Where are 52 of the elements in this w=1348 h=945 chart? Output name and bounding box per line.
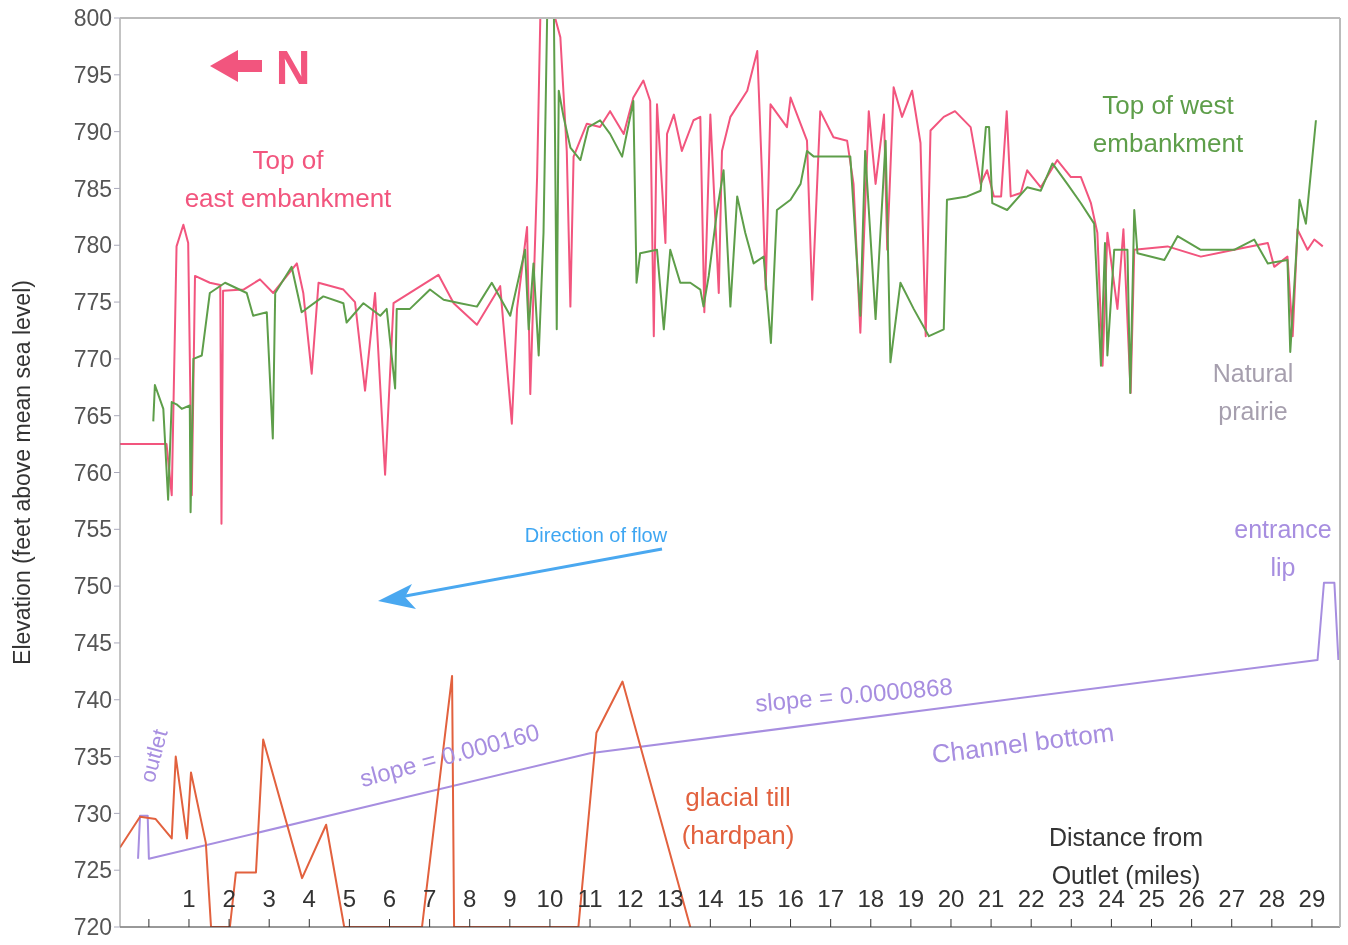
x-tick-label: 17 (817, 885, 845, 912)
x-tick-label: 22 (1017, 885, 1045, 912)
y-axis-title: Elevation (feet above mean sea level) (9, 280, 35, 665)
y-tick-label: 755 (73, 516, 112, 543)
x-tick-label: 5 (342, 885, 357, 912)
x-tick-label: 29 (1298, 885, 1326, 912)
x-tick-label: 13 (656, 885, 684, 912)
series-label: Top of east embankment (184, 145, 393, 213)
x-tick-label: 3 (262, 885, 276, 912)
x-tick-label: 12 (616, 885, 644, 912)
y-tick-label: 725 (73, 857, 112, 884)
series-label: glacial till (hardpan) (681, 782, 795, 850)
x-tick-label: 1 (182, 885, 196, 912)
y-tick-label: 730 (73, 800, 112, 827)
x-tick-label: 14 (697, 885, 724, 912)
y-tick-label: 780 (73, 232, 112, 259)
y-tick-label: 735 (73, 743, 112, 770)
x-tick-label: 9 (503, 885, 517, 912)
y-tick-label: 785 (73, 175, 112, 202)
annotation: Natural prairie (1212, 359, 1294, 425)
y-tick-label: 750 (73, 573, 112, 600)
x-tick-label: 15 (737, 885, 764, 912)
annotation: entrance lip (1234, 514, 1332, 581)
line-series (137, 581, 1340, 860)
y-tick-label: 760 (73, 459, 112, 486)
y-tick-label: 765 (73, 402, 112, 429)
x-tick-label: 27 (1218, 885, 1246, 912)
series-label: Top of west embankment (1092, 90, 1244, 158)
annotation: outlet (134, 726, 173, 785)
x-tick-label: 8 (463, 885, 477, 912)
x-tick-label: 28 (1258, 885, 1286, 912)
y-tick-label: 745 (73, 630, 112, 657)
x-tick-label: 10 (536, 885, 564, 912)
x-tick-label: 19 (897, 885, 925, 912)
y-tick-label: 770 (73, 346, 112, 373)
annotation: N (275, 41, 311, 94)
x-tick-label: 20 (937, 885, 965, 912)
annotation: slope = 0.0000868 (754, 672, 954, 717)
x-tick-label: 18 (857, 885, 885, 912)
y-tick-label: 790 (73, 118, 112, 145)
annotation: Direction of flow (524, 524, 668, 546)
y-tick-label: 800 (73, 5, 112, 32)
x-tick-label: 21 (977, 885, 1005, 912)
text: Channel bottom (929, 716, 1116, 770)
y-tick-label: 720 (73, 914, 112, 941)
x-tick-label: 16 (777, 885, 804, 912)
x-tick-label: 6 (382, 885, 397, 912)
y-tick-label: 775 (73, 289, 112, 316)
annotation: slope = 0.000160 (356, 718, 543, 792)
y-tick-label: 795 (73, 61, 112, 88)
x-tick-label: 4 (302, 885, 316, 912)
y-tick-label: 740 (73, 686, 112, 713)
